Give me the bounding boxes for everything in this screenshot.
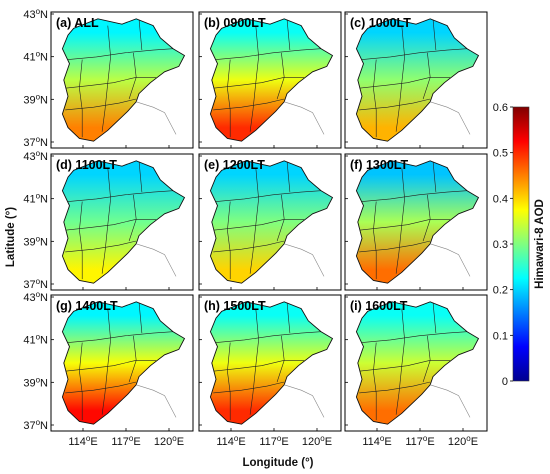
lat-tick-label: 39oN xyxy=(23,375,48,389)
map-panel: (a) ALL 43oN 41oN 39oN 37oN xyxy=(23,7,194,149)
lat-tick-label: 37oN xyxy=(23,277,48,291)
region-outline xyxy=(209,160,334,284)
lon-tick-label: 120oE xyxy=(302,434,332,448)
province-boundaries xyxy=(359,301,468,421)
y-axis-label: Latitude (°) xyxy=(5,207,17,267)
lat-tick-label: 39oN xyxy=(23,92,48,106)
colorbar-tick-label: 0.1 xyxy=(493,330,508,342)
panel-title: (f) 1300LT xyxy=(350,158,408,172)
map-panel: (g) 1400LT 43oN 41oN 39oN 37oN 114oE 117oE 120o… xyxy=(23,290,194,448)
colorbar-gradient xyxy=(512,106,530,382)
map-panel: (e) 1200LT xyxy=(198,153,342,291)
panel-title: (i) 1600LT xyxy=(350,299,408,313)
map-panel: (c) 1000LT xyxy=(344,11,488,149)
coastline xyxy=(136,384,177,418)
lat-tick-label: 43oN xyxy=(23,290,48,304)
province-boundaries xyxy=(65,18,174,138)
panel-title: (b) 0900LT xyxy=(204,16,266,30)
coastline xyxy=(284,384,325,418)
province-boundaries xyxy=(213,301,322,421)
region-outline xyxy=(61,301,186,425)
province-boundaries xyxy=(213,160,322,280)
province-boundaries xyxy=(359,160,468,280)
region-outline xyxy=(355,18,480,142)
panel-frame xyxy=(50,11,194,149)
panel-title: (h) 1500LT xyxy=(204,299,266,313)
coastline xyxy=(430,243,471,277)
region-outline xyxy=(355,301,480,425)
lat-tick-label: 43oN xyxy=(23,149,48,163)
colorbar-tick-label: 0.5 xyxy=(493,148,508,160)
province-boundaries xyxy=(65,160,174,280)
map-panel: (i) 1600LT 114oE 117oE 120oE xyxy=(344,294,488,448)
colorbar-tick-label: 0.3 xyxy=(493,239,508,251)
panel-frame xyxy=(198,11,342,149)
lon-tick-label: 114oE xyxy=(68,434,97,448)
colorbar-tick-label: 0 xyxy=(502,376,508,388)
coastline xyxy=(430,101,471,135)
panel-frame xyxy=(344,153,488,291)
province-boundaries xyxy=(359,18,468,138)
lat-tick-label: 41oN xyxy=(23,50,48,64)
province-boundaries xyxy=(65,301,174,421)
panel-title: (c) 1000LT xyxy=(350,16,411,30)
panel-frame xyxy=(198,153,342,291)
coastline xyxy=(284,243,325,277)
lon-tick-label: 120oE xyxy=(154,434,184,448)
lat-tick-label: 41oN xyxy=(23,192,48,206)
lon-tick-label: 117oE xyxy=(259,434,288,448)
lon-tick-label: 120oE xyxy=(448,434,478,448)
region-outline xyxy=(61,160,186,284)
map-panel: (b) 0900LT xyxy=(198,11,342,149)
panel-title: (e) 1200LT xyxy=(204,158,265,172)
region-outline xyxy=(355,160,480,284)
coastline xyxy=(284,101,325,135)
map-panel: (f) 1300LT xyxy=(344,153,488,291)
panel-frame xyxy=(50,153,194,291)
x-axis-label: Longitude (°) xyxy=(242,457,313,469)
map-panel: (d) 1100LT 43oN 41oN 39oN 37oN xyxy=(23,149,194,291)
region-outline xyxy=(209,18,334,142)
province-boundaries xyxy=(213,18,322,138)
lon-tick-label: 114oE xyxy=(362,434,391,448)
lon-tick-label: 117oE xyxy=(111,434,140,448)
panel-frame xyxy=(344,294,488,432)
map-panels-grid: (a) ALL 43oN 41oN 39oN 37oN (b) 0900LT (c) 100… xyxy=(23,7,488,448)
colorbar-label: Himawari-8 AOD xyxy=(534,199,546,289)
region-outline xyxy=(61,18,186,142)
lon-tick-label: 117oE xyxy=(405,434,434,448)
region-outline xyxy=(209,301,334,425)
colorbar: 0 0.1 0.2 0.3 0.4 0.5 0.6 Himawari-8 AOD xyxy=(493,102,546,388)
lat-tick-label: 37oN xyxy=(23,135,48,149)
panel-title: (a) ALL xyxy=(56,16,99,30)
lon-tick-label: 114oE xyxy=(216,434,245,448)
lat-tick-label: 39oN xyxy=(23,234,48,248)
lat-tick-label: 37oN xyxy=(23,418,48,432)
colorbar-tick-label: 0.4 xyxy=(493,193,508,205)
panel-frame xyxy=(198,294,342,432)
panel-title: (d) 1100LT xyxy=(56,158,117,172)
lat-tick-label: 41oN xyxy=(23,333,48,347)
coastline xyxy=(136,101,177,135)
panel-frame xyxy=(50,294,194,432)
coastline xyxy=(136,243,177,277)
panel-title: (g) 1400LT xyxy=(56,299,118,313)
colorbar-tick-label: 0.6 xyxy=(493,102,508,114)
lat-tick-label: 43oN xyxy=(23,7,48,21)
panel-frame xyxy=(344,11,488,149)
colorbar-tick-label: 0.2 xyxy=(493,285,508,297)
map-panel: (h) 1500LT 114oE 117oE 120oE xyxy=(198,294,342,448)
coastline xyxy=(430,384,471,418)
